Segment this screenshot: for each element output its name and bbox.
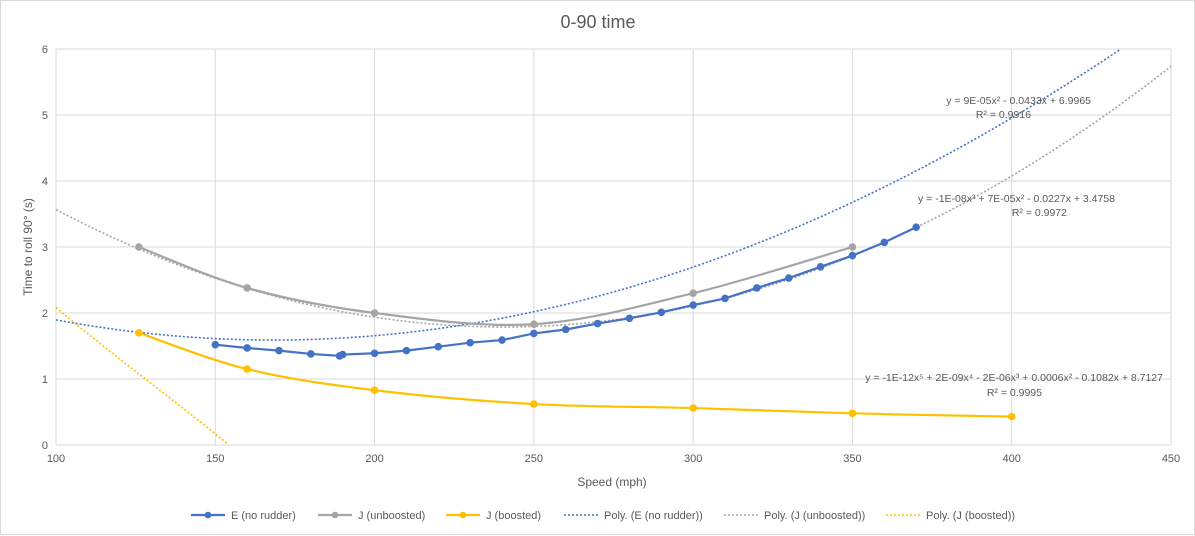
data-point-0-16 — [689, 301, 697, 309]
trendline-equations: y = -1E-08x³ + 7E-05x² - 0.0227x + 3.475… — [865, 95, 1163, 399]
data-point-0-14 — [625, 314, 634, 323]
y-tick-label-1: 1 — [42, 374, 48, 386]
x-tick-label-300: 300 — [684, 453, 702, 465]
data-point-1-1 — [243, 284, 251, 292]
data-point-0-23 — [912, 223, 920, 231]
y-axis-title: Time to roll 90° (s) — [21, 198, 35, 296]
data-point-0-1 — [243, 344, 251, 352]
y-tick-label-4: 4 — [42, 176, 48, 188]
y-tick-label-0: 0 — [42, 440, 48, 452]
data-point-2-4 — [689, 404, 697, 412]
data-point-0-2 — [275, 346, 283, 355]
y-tick-label-6: 6 — [42, 44, 48, 56]
data-point-0-9 — [466, 338, 474, 347]
data-point-0-18 — [753, 284, 761, 292]
x-tick-label-150: 150 — [206, 453, 224, 465]
legend-marker-2 — [459, 511, 467, 519]
y-tick-label-3: 3 — [42, 242, 48, 254]
data-point-0-17 — [721, 294, 729, 303]
data-point-0-6 — [370, 349, 379, 358]
data-point-0-10 — [498, 336, 506, 344]
data-point-0-8 — [434, 342, 443, 351]
x-tick-label-350: 350 — [843, 453, 861, 465]
data-point-0-12 — [561, 325, 570, 334]
data-point-0-3 — [307, 350, 315, 358]
legend: E (no rudder) J (unboosted) J (boosted) Pol… — [191, 510, 1015, 522]
trendline-equation-1: y = 9E-05x² - 0.0433x + 6.9965 — [946, 95, 1091, 107]
data-point-0-13 — [593, 319, 602, 328]
data-point-0-7 — [402, 346, 411, 355]
x-tick-label-450: 450 — [1162, 453, 1180, 465]
data-point-1-2 — [370, 309, 379, 317]
axes: 0 1 2 3 4 5 6 100 150 200 250 300 350 400 450 — [42, 44, 1180, 465]
series-line-0 — [215, 226, 917, 358]
x-tick-label-400: 400 — [1003, 453, 1021, 465]
legend-label-2: J (boosted) — [486, 510, 541, 522]
trendline-r2-0: R² = 0.9972 — [1012, 207, 1067, 219]
data-point-1-4 — [689, 289, 697, 298]
data-point-0-19 — [784, 274, 793, 282]
trendline-r2-2: R² = 0.9995 — [987, 387, 1042, 399]
trendline-equation-0: y = -1E-08x³ + 7E-05x² - 0.0227x + 3.475… — [918, 193, 1115, 205]
legend-label-3: Poly. (E (no rudder)) — [604, 510, 703, 522]
legend-label-1: J (unboosted) — [358, 510, 425, 522]
data-point-1-5 — [848, 243, 857, 251]
data-point-2-1 — [243, 365, 251, 373]
trendline-equation-2: y = -1E-12x⁵ + 2E-09x⁴ - 2E-06x³ + 0.000… — [865, 372, 1163, 384]
data-point-0-22 — [880, 238, 889, 247]
trendline-r2-1: R² = 0.9916 — [976, 109, 1031, 121]
trendline-0 — [55, 48, 1121, 341]
legend-marker-1 — [331, 511, 339, 519]
chart-title: 0-90 time — [560, 12, 635, 32]
x-tick-label-200: 200 — [365, 453, 383, 465]
legend-label-0: E (no rudder) — [231, 510, 296, 522]
trendline-2 — [55, 306, 229, 445]
x-tick-label-100: 100 — [47, 453, 65, 465]
data-point-2-3 — [530, 400, 538, 408]
data-point-0-0 — [211, 340, 220, 349]
data-point-2-6 — [1007, 412, 1016, 421]
data-series — [135, 223, 1016, 421]
data-point-2-2 — [370, 386, 379, 395]
data-point-0-20 — [816, 263, 825, 271]
y-tick-label-5: 5 — [42, 110, 48, 122]
legend-label-5: Poly. (J (boosted)) — [926, 510, 1015, 522]
legend-marker-0 — [204, 511, 212, 519]
data-point-1-0 — [135, 243, 143, 251]
data-point-0-21 — [848, 251, 857, 260]
data-point-0-5 — [338, 350, 347, 359]
data-point-0-11 — [530, 329, 538, 338]
data-point-1-3 — [530, 320, 538, 329]
data-point-2-5 — [848, 409, 857, 418]
x-tick-label-250: 250 — [525, 453, 543, 465]
legend-label-4: Poly. (J (unboosted)) — [764, 510, 865, 522]
data-point-2-0 — [135, 329, 143, 337]
y-tick-label-2: 2 — [42, 308, 48, 320]
x-axis-title: Speed (mph) — [577, 475, 646, 489]
data-point-0-15 — [657, 308, 666, 317]
